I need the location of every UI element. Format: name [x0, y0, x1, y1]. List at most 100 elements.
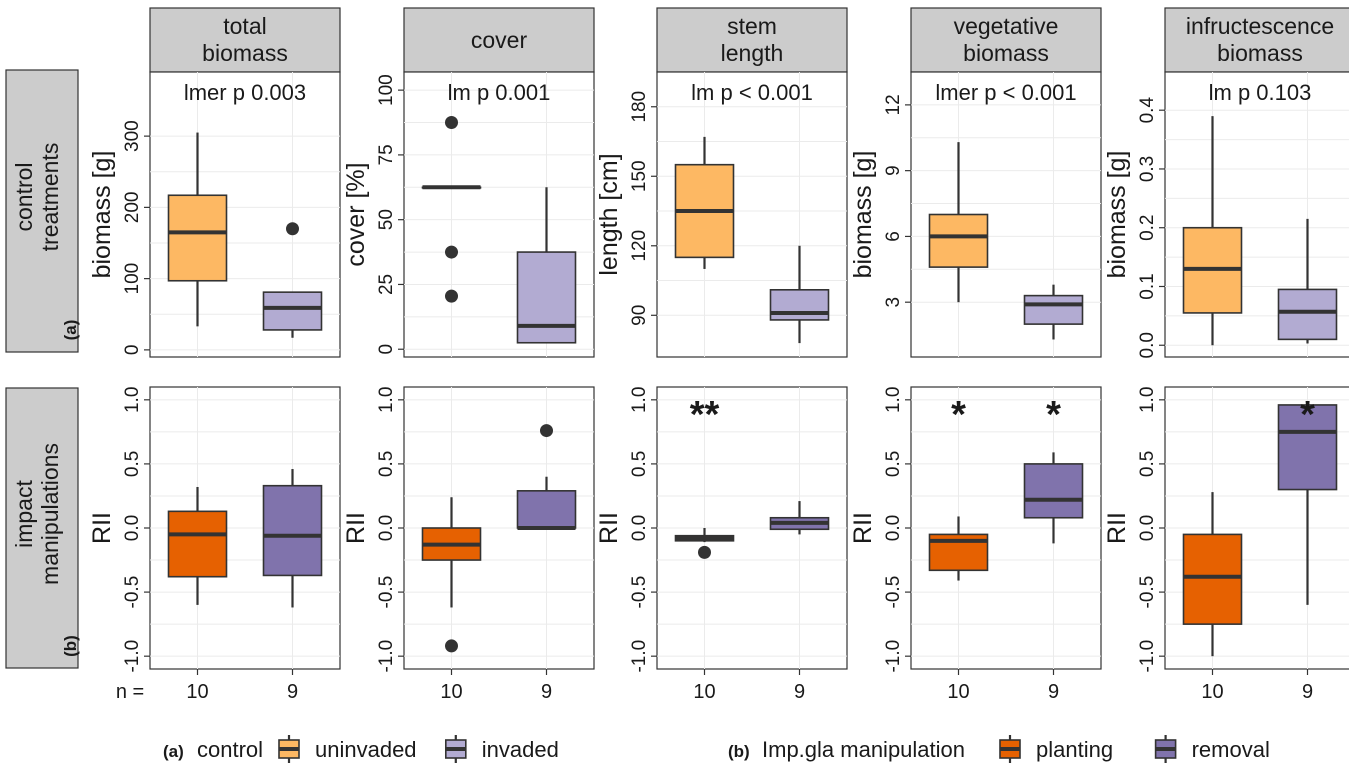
legend-item-label: planting — [1036, 737, 1113, 762]
y-tick-label: 1.0 — [122, 387, 143, 413]
y-axis-title: RII — [849, 512, 877, 544]
y-tick-label: 0.0 — [629, 515, 650, 541]
y-tick-label: 0.0 — [883, 515, 904, 541]
row-strip-text-line: control — [11, 162, 37, 231]
panel-r0-c1: 0 25 50 75 100 cover [%] lm p 0.001 — [342, 71, 595, 358]
column-strip-title: stem length — [721, 13, 784, 66]
significance-star: * — [951, 394, 966, 436]
legend-title: control — [197, 737, 263, 762]
column-strip-title-line: infructescence — [1186, 13, 1334, 39]
column-strip-title-line: total — [223, 13, 266, 39]
box-removal — [769, 501, 830, 535]
row-strip-label: controltreatments (a) — [11, 143, 80, 341]
stat-label: lmer p 0.003 — [184, 80, 306, 105]
y-tick-label: 150 — [629, 160, 650, 192]
box-iqr — [769, 289, 830, 321]
column-strip-title: total biomass — [202, 13, 288, 66]
box-removal — [262, 469, 323, 608]
y-axis-title: length [cm] — [595, 153, 623, 275]
y-axis-title: biomass [g] — [1103, 151, 1131, 279]
box-iqr — [1277, 288, 1338, 341]
y-tick-label: 180 — [629, 91, 650, 123]
y-tick-label: 25 — [376, 274, 397, 295]
x-tick-label: 9 — [1302, 681, 1313, 703]
column-strip-1: cover — [403, 7, 595, 73]
row-strip-tag: (b) — [61, 635, 80, 657]
column-strip-title: infructescence biomass — [1186, 13, 1334, 66]
significance-star: ** — [690, 394, 720, 436]
x-tick-label: 9 — [1048, 681, 1059, 703]
y-tick-label: 0.5 — [629, 451, 650, 477]
stat-label: lm p 0.103 — [1209, 80, 1312, 105]
y-tick-label: 9 — [883, 165, 904, 176]
y-tick-label: 1.0 — [376, 387, 397, 413]
row-strip-1: impactmanipulations (b) — [5, 387, 80, 669]
panel-r1-c1: -1.0 -0.5 0.0 0.5 1.0 RII 10 9 — [342, 386, 595, 703]
y-tick-label: 0.4 — [1137, 97, 1158, 124]
legend-key-invaded — [444, 735, 467, 763]
column-strip-3: vegetative biomass — [910, 7, 1102, 73]
y-tick-label: -1.0 — [629, 640, 650, 673]
outlier-point — [698, 545, 711, 559]
panel-r1-c4: -1.0 -0.5 0.0 0.5 1.0 RII * 10 9 — [1103, 386, 1349, 703]
column-strip-title: vegetative biomass — [954, 13, 1059, 66]
y-tick-label: -0.5 — [629, 576, 650, 609]
column-strip-2: stem length — [656, 7, 848, 73]
box-invaded — [262, 222, 323, 338]
column-strip-4: infructescence biomass — [1164, 7, 1349, 73]
y-axis-title: RII — [1103, 512, 1131, 544]
column-strip-bg — [1164, 7, 1349, 73]
panel-r1-c3: -1.0 -0.5 0.0 0.5 1.0 RII * * 10 9 — [849, 386, 1102, 703]
column-strip-0: total biomass — [149, 7, 341, 73]
legend-tag: (a) — [163, 742, 184, 761]
y-tick-label: 0.1 — [1137, 273, 1158, 299]
box-iqr — [928, 213, 989, 268]
x-tick-label: 9 — [287, 681, 298, 703]
x-tick-label: 10 — [693, 681, 715, 703]
y-tick-label: 0 — [122, 345, 143, 356]
outlier-point — [445, 116, 458, 130]
legend-key-removal — [1154, 735, 1177, 763]
row-strip-text-line: manipulations — [37, 443, 63, 585]
column-strip-title-line: length — [721, 40, 784, 66]
outlier-point — [540, 424, 553, 438]
panel-r0-c2: 90 120 150 180 length [cm] lm p < 0.001 — [595, 71, 848, 358]
box-removal — [1023, 452, 1084, 544]
x-tick-label: 10 — [186, 681, 208, 703]
box-removal — [516, 424, 577, 530]
legend-a: (a) control uninvaded invaded — [163, 735, 559, 763]
significance-star: * — [1300, 394, 1315, 436]
legend-key-uninvaded — [278, 735, 300, 763]
y-tick-label: 120 — [629, 230, 650, 262]
row-strip-text: controltreatments — [11, 143, 63, 252]
row-strip-text-line: impact — [11, 480, 37, 548]
column-strip-bg — [403, 7, 595, 73]
box-invaded — [516, 187, 577, 344]
y-axis-title: biomass [g] — [849, 151, 877, 279]
column-strip-title-line: vegetative — [954, 13, 1059, 39]
legend-key-planting — [999, 735, 1021, 763]
y-tick-label: -1.0 — [122, 640, 143, 673]
y-tick-label: -1.0 — [376, 640, 397, 673]
outlier-point — [445, 245, 458, 259]
y-tick-label: 1.0 — [629, 387, 650, 413]
x-tick-label: 10 — [440, 681, 462, 703]
y-tick-label: 1.0 — [1137, 387, 1158, 413]
column-strip-bg — [910, 7, 1102, 73]
y-tick-label: -0.5 — [122, 576, 143, 609]
y-tick-label: 0.3 — [1137, 156, 1158, 182]
column-strip-title-line: biomass — [963, 40, 1049, 66]
legend-tag: (b) — [728, 742, 750, 761]
box-planting — [674, 528, 735, 559]
y-tick-label: 90 — [629, 305, 650, 326]
legend-item-label: invaded — [482, 737, 559, 762]
column-strip-title: cover — [471, 27, 528, 53]
y-tick-label: -0.5 — [1137, 576, 1158, 609]
legend-title: Imp.gla manipulation — [762, 737, 965, 762]
y-tick-label: -1.0 — [1137, 640, 1158, 673]
y-tick-label: 0.5 — [1137, 451, 1158, 477]
y-tick-label: -1.0 — [883, 640, 904, 673]
column-strip-title-line: biomass — [1217, 40, 1303, 66]
stat-label: lm p < 0.001 — [691, 80, 813, 105]
